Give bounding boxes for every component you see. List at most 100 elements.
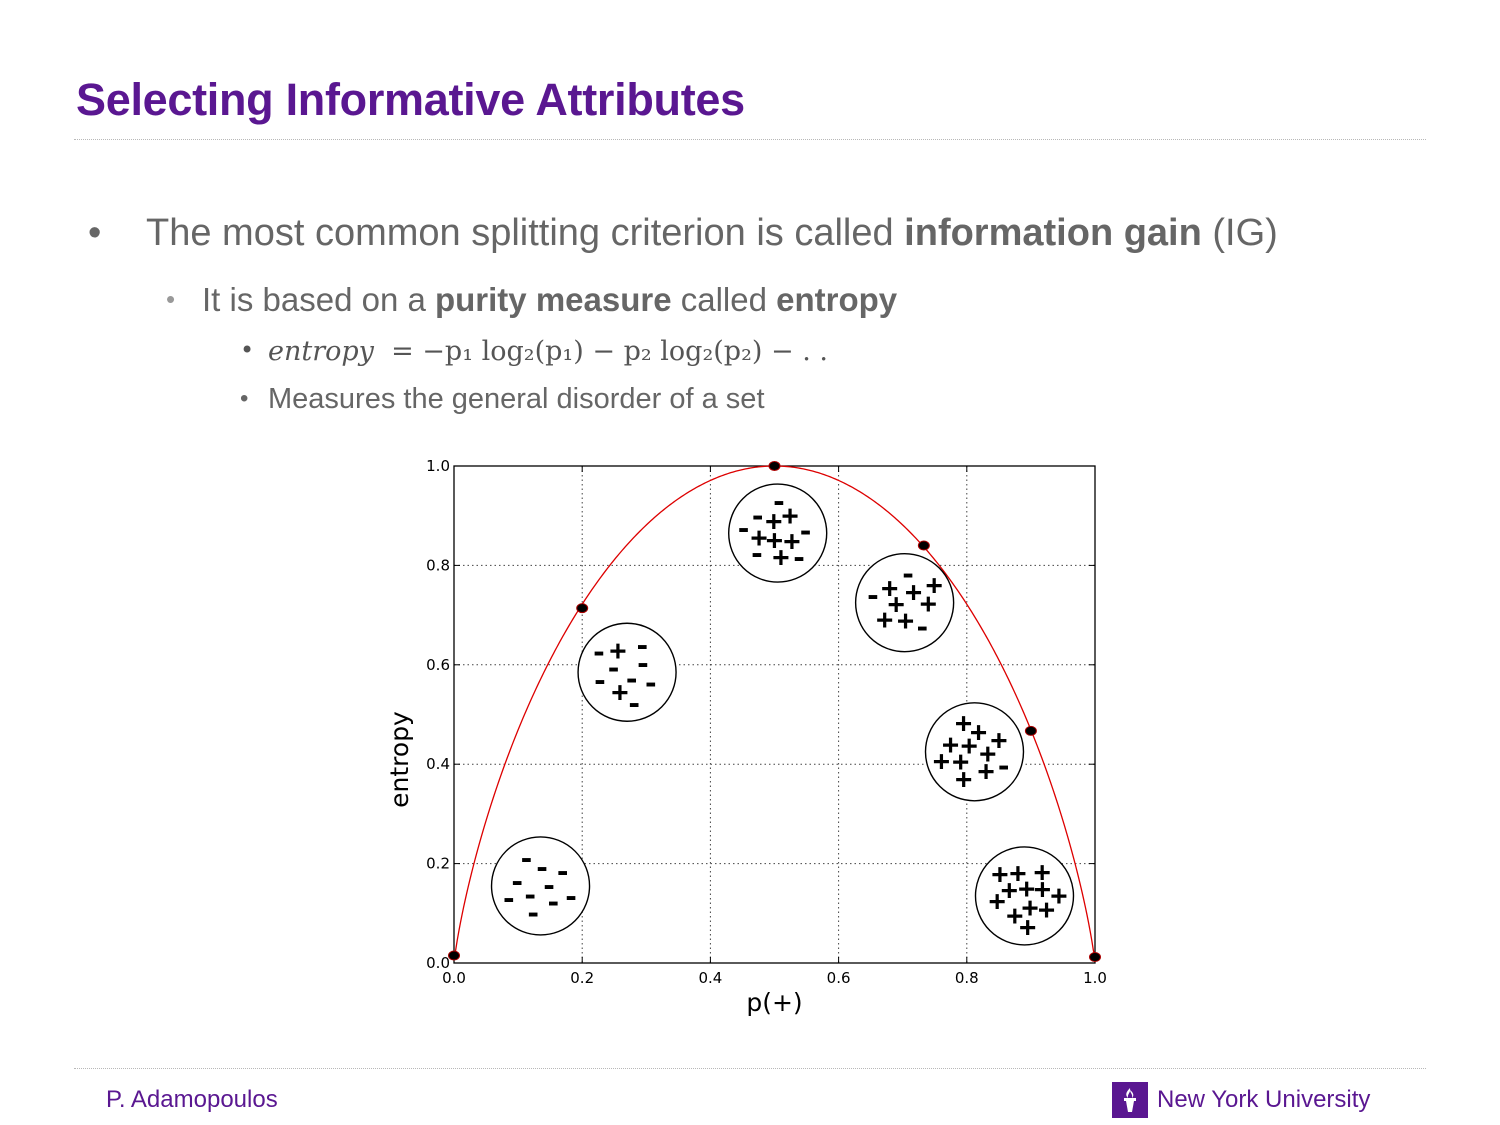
- data-point: [917, 540, 930, 551]
- bullet-bold-term: purity measure: [434, 281, 672, 318]
- x-tick-label: 0.6: [827, 969, 851, 987]
- minus-sign: -: [592, 664, 609, 697]
- minus-sign: -: [749, 500, 766, 533]
- minus-sign: -: [518, 842, 535, 875]
- minus-sign: -: [509, 865, 526, 898]
- bullet-text-suffix: (IG): [1201, 212, 1278, 254]
- data-point: [1089, 952, 1101, 963]
- bullet-purity-measure: • It is based on a purity measure called …: [166, 281, 897, 319]
- y-tick-label: 1.0: [426, 457, 450, 475]
- plus-sign: +: [1034, 855, 1051, 888]
- minus-sign: -: [545, 886, 562, 919]
- bullet-text: Measures the general disorder of a set: [268, 383, 765, 415]
- example-set-circle: [577, 622, 677, 722]
- bullet-disorder: • Measures the general disorder of a set: [240, 383, 765, 416]
- plus-sign: +: [942, 728, 959, 761]
- plus-sign: +: [765, 504, 782, 537]
- plus-sign: +: [905, 575, 922, 608]
- example-set-circle: [490, 836, 591, 936]
- footer-author: P. Adamopoulos: [106, 1086, 278, 1113]
- minus-sign: -: [522, 878, 539, 911]
- plus-sign: +: [876, 603, 893, 636]
- minus-sign: -: [634, 629, 651, 662]
- footer-university: New York University: [1157, 1086, 1371, 1113]
- data-point: [576, 603, 589, 614]
- minus-sign: -: [748, 537, 765, 570]
- y-tick-label: 0.2: [426, 855, 450, 873]
- plus-sign: +: [1034, 872, 1051, 905]
- plus-sign: +: [979, 736, 996, 769]
- slide-title: Selecting Informative Attributes: [76, 74, 745, 125]
- plus-sign: +: [773, 540, 790, 573]
- plus-sign: +: [961, 729, 978, 762]
- formula-lhs: entropy: [268, 336, 374, 367]
- minus-sign: -: [541, 869, 558, 902]
- minus-sign: -: [791, 541, 808, 574]
- plus-sign: +: [990, 723, 1007, 756]
- minus-sign: -: [914, 610, 931, 643]
- minus-sign: -: [525, 896, 542, 929]
- data-point: [768, 461, 781, 471]
- x-tick-label: 0.0: [442, 969, 466, 987]
- x-axis-label: p(+): [746, 988, 802, 1017]
- bullet-text-mid: called: [671, 281, 777, 318]
- bullet-bold-term-2: entropy: [776, 281, 898, 318]
- footer-divider: [74, 1068, 1426, 1069]
- minus-sign: -: [605, 652, 622, 685]
- plus-sign: +: [955, 706, 972, 739]
- bullet-bold-term: information gain: [904, 212, 1202, 254]
- bullet-entropy-formula: • entropy = −p₁ log₂(p₁) − p₂ log₂(p₂) − …: [240, 336, 828, 367]
- y-tick-label: 0.6: [426, 656, 450, 674]
- plus-sign: +: [612, 675, 629, 708]
- data-point: [448, 950, 460, 961]
- minus-sign: -: [770, 485, 787, 518]
- minus-sign: -: [626, 687, 643, 720]
- minus-sign: -: [995, 749, 1012, 782]
- minus-sign: -: [591, 636, 608, 669]
- plus-sign: +: [933, 744, 950, 777]
- title-divider: [74, 139, 1426, 140]
- example-set-circle: [728, 483, 828, 583]
- plus-sign: +: [766, 523, 783, 556]
- plus-sign: +: [926, 568, 943, 601]
- minus-sign: -: [534, 851, 551, 884]
- nyu-torch-logo: [1112, 1082, 1148, 1118]
- formula-rhs: = −p₁ log₂(p₁) − p₂ log₂(p₂) − . .: [391, 336, 828, 367]
- minus-sign: -: [554, 855, 571, 888]
- x-tick-label: 0.2: [570, 969, 594, 987]
- y-tick-label: 0.8: [426, 556, 450, 574]
- plus-sign: +: [978, 754, 995, 787]
- plus-sign: +: [881, 571, 898, 604]
- bullet-text: It is based on a: [202, 281, 435, 318]
- plus-sign: +: [888, 587, 905, 620]
- plus-sign: +: [897, 603, 914, 636]
- bullet-marker: •: [240, 385, 249, 412]
- plus-sign: +: [952, 745, 969, 778]
- data-point: [1024, 725, 1037, 736]
- minus-sign: -: [642, 666, 659, 699]
- x-tick-label: 0.4: [698, 969, 722, 987]
- bullet-information-gain: • The most common splitting criterion is …: [88, 212, 1278, 255]
- plus-sign: +: [955, 762, 972, 795]
- minus-sign: -: [563, 880, 580, 913]
- minus-sign: -: [634, 647, 651, 680]
- entropy-chart: 0.0 0.2 0.4 0.6 0.8 1.0 0.0 0.2 0.4 0.6 0.8 1.0 p(+)…: [385, 457, 1107, 1017]
- minus-sign: -: [500, 882, 517, 915]
- y-tick-label: 0.4: [426, 755, 450, 773]
- plus-sign: +: [783, 524, 800, 557]
- example-set-circle: [974, 846, 1075, 946]
- plus-sign: +: [920, 586, 937, 619]
- plus-sign: +: [782, 498, 799, 531]
- plus-sign: +: [1001, 873, 1018, 906]
- bullet-marker: •: [88, 212, 102, 254]
- plus-sign: +: [991, 857, 1008, 890]
- minus-sign: -: [900, 557, 917, 590]
- bullet-text: The most common splitting criterion is c…: [146, 212, 905, 254]
- bullet-marker: •: [166, 284, 176, 314]
- plus-sign: +: [970, 715, 987, 748]
- plus-sign: +: [1038, 892, 1055, 925]
- minus-sign: -: [735, 512, 752, 545]
- minus-sign: -: [864, 579, 881, 612]
- plus-sign: +: [1006, 898, 1023, 931]
- minus-sign: -: [623, 662, 640, 695]
